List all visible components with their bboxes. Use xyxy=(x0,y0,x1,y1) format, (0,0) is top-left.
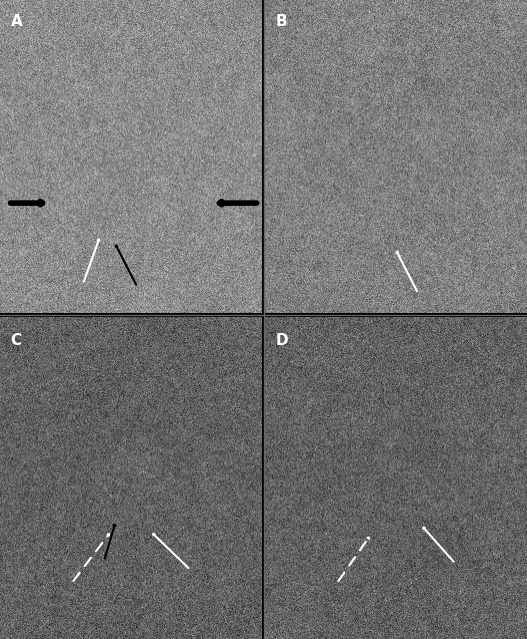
Text: C: C xyxy=(11,333,22,348)
Text: A: A xyxy=(11,15,22,29)
Text: B: B xyxy=(276,15,287,29)
Text: D: D xyxy=(276,333,288,348)
